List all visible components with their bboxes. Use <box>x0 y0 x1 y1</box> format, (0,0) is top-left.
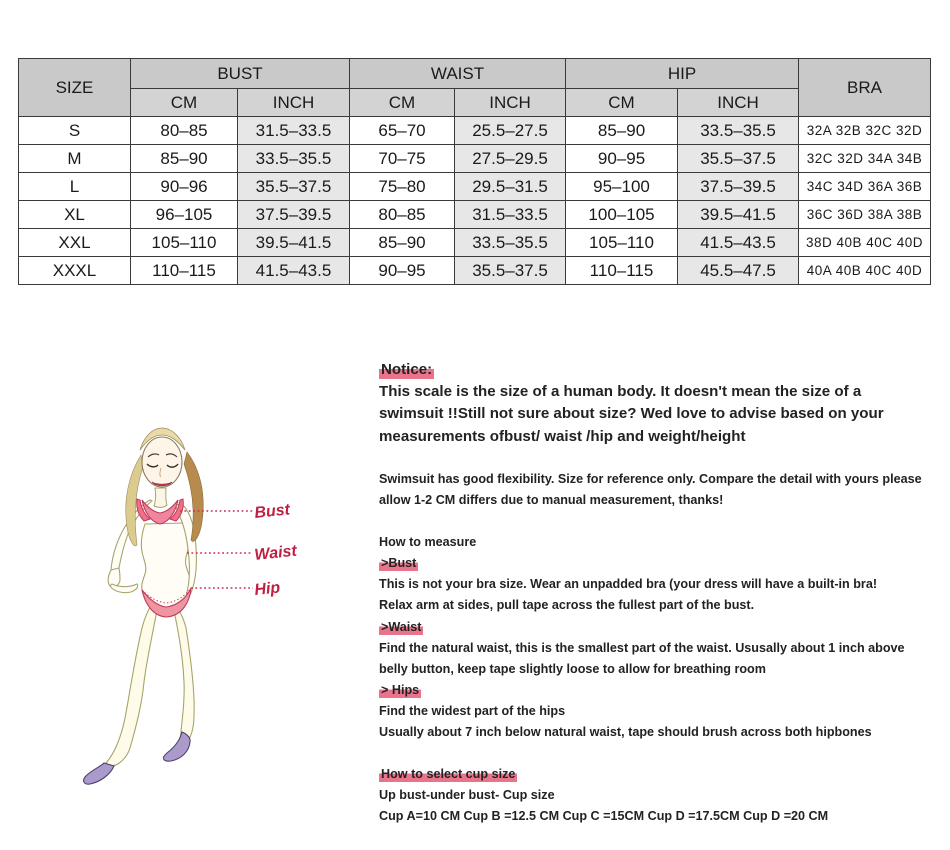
svg-text:Bust: Bust <box>254 501 292 522</box>
svg-text:Waist: Waist <box>254 543 299 564</box>
svg-text:Hip: Hip <box>254 579 282 599</box>
